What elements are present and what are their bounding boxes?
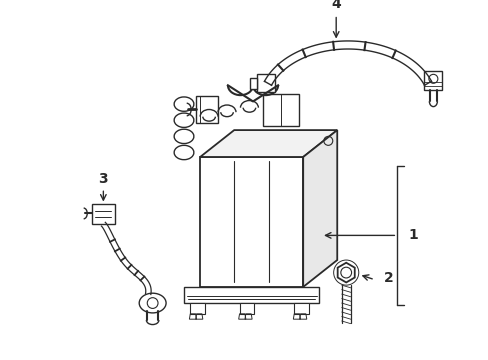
Text: 2: 2 (383, 271, 392, 285)
Polygon shape (294, 303, 308, 314)
Text: 4: 4 (331, 0, 340, 11)
Polygon shape (183, 287, 319, 303)
Polygon shape (424, 71, 442, 90)
Polygon shape (249, 78, 257, 89)
Ellipse shape (139, 293, 166, 313)
Text: 3: 3 (99, 172, 108, 186)
Polygon shape (263, 94, 298, 126)
Polygon shape (195, 96, 218, 123)
Text: 1: 1 (407, 228, 417, 242)
Polygon shape (200, 130, 337, 157)
Polygon shape (303, 130, 337, 287)
Polygon shape (200, 157, 303, 287)
Polygon shape (257, 74, 275, 92)
Polygon shape (337, 263, 354, 283)
Polygon shape (190, 303, 204, 314)
Polygon shape (239, 303, 253, 314)
Polygon shape (92, 204, 115, 224)
